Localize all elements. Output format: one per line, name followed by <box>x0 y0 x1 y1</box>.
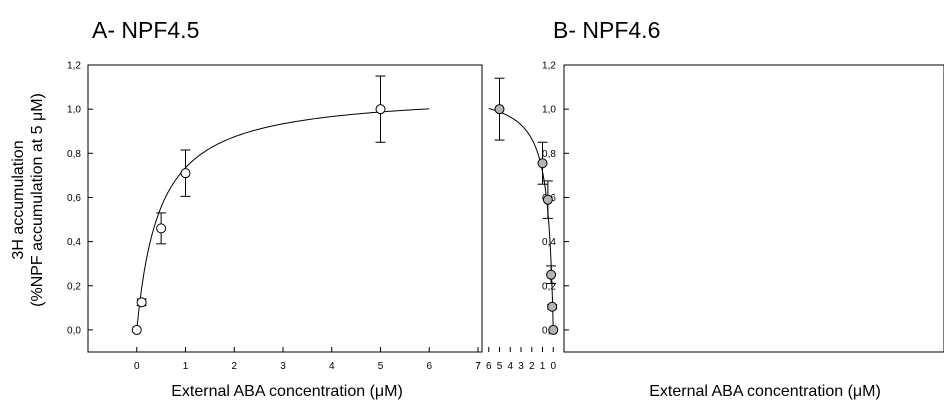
panel-b-data-point <box>548 324 559 335</box>
panel-a-x-tick-label: 6 <box>426 361 432 372</box>
panel-b-data-point <box>537 158 548 169</box>
panel-a-data-point <box>131 324 142 335</box>
panel-a-title: A- NPF4.5 <box>92 17 199 43</box>
panel-a-x-tick-label: 0 <box>134 361 140 372</box>
panel-a-x-tick-label: 5 <box>378 361 384 372</box>
panel-a-y-tick-label: 0,8 <box>67 149 81 160</box>
panel-b-x-tick-label: 2 <box>529 361 535 372</box>
panel-a-y-tick-label: 0,4 <box>67 237 81 248</box>
y-axis-label-line1: 3H accumulation <box>10 140 27 259</box>
panel-b-x-tick-label: 4 <box>507 361 513 372</box>
panel-a-y-tick-label: 0,6 <box>67 193 81 204</box>
panel-a-data-point <box>136 297 147 308</box>
panel-b-x-tick-label: 1 <box>540 361 546 372</box>
panel-b-plot-frame <box>563 64 944 353</box>
panel-a-plot-frame <box>87 64 483 353</box>
panel-b-data-point <box>547 301 558 312</box>
panel-a-y-tick-label: 0,2 <box>67 281 81 292</box>
panel-a-data-point <box>375 104 386 115</box>
panel-b-x-tick-label: 3 <box>518 361 524 372</box>
panel-a-plot: 0,0 0,2 0,4 0,6 0,8 1,0 1,2 0 1 2 3 4 5 6 7 <box>67 61 483 372</box>
panel-a-x-tick-label: 4 <box>329 361 335 372</box>
panel-b-title: B- NPF4.6 <box>553 17 660 43</box>
panel-b-fit-curve <box>488 107 554 330</box>
panel-a-y-tick-label: 1,0 <box>67 105 81 116</box>
panel-b-x-tick-label: 7 <box>475 361 481 372</box>
panel-a-x-tick-label: 1 <box>183 361 189 372</box>
panel-b-y-tick-label: 0,4 <box>542 237 556 248</box>
panel-b-y-tick-label: 0,8 <box>542 149 556 160</box>
panel-b-y-tick-label: 0,2 <box>542 281 556 292</box>
panel-a-y-tick-label: 1,2 <box>67 61 81 72</box>
panel-a-y-tick-label: 0,0 <box>67 325 81 336</box>
panel-b-data-point <box>542 194 553 205</box>
y-axis-label-line2: (%NPF accumulation at 5 μM) <box>29 93 46 307</box>
panel-b-x-tick-label: 0 <box>550 361 556 372</box>
panel-b-y-tick-label: 1,0 <box>542 105 556 116</box>
panel-a-x-tick-label: 7 <box>475 361 481 372</box>
panel-a-x-axis-label: External ABA concentration (μM) <box>171 383 403 400</box>
panel-b-x-tick-label: 5 <box>497 361 503 372</box>
panel-b-data-point <box>494 104 505 115</box>
panel-a-data-point <box>156 223 167 234</box>
panel-b-x-tick-label: 6 <box>486 361 492 372</box>
panel-b-x-axis-label: External ABA concentration (μM) <box>649 383 881 400</box>
panel-a-x-tick-label: 3 <box>280 361 286 372</box>
panel-a-x-tick-label: 2 <box>231 361 237 372</box>
panel-b-data-point <box>546 269 557 280</box>
panel-a-data-point <box>180 168 191 179</box>
panel-b-y-tick-label: 1,2 <box>542 61 556 72</box>
